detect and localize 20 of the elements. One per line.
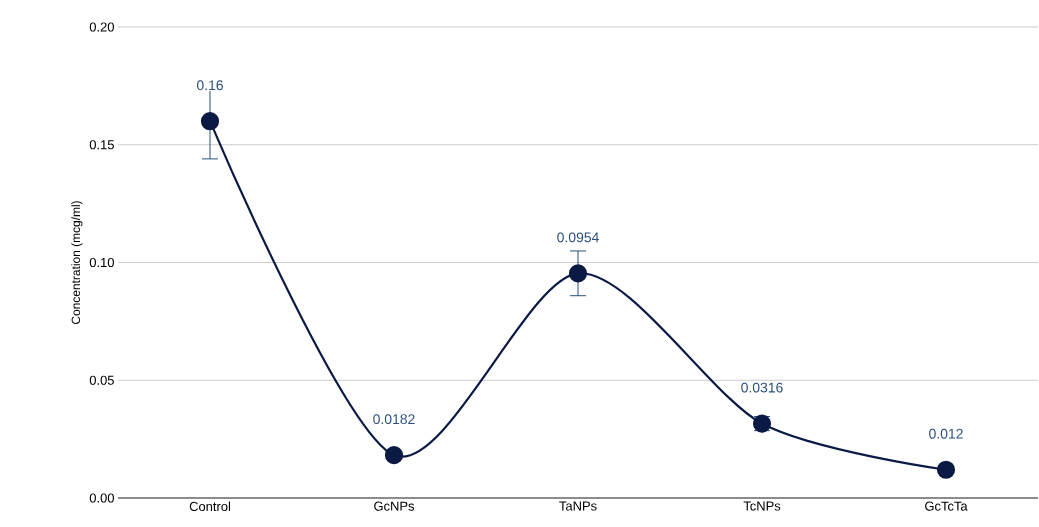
x-tick-label: GcNPs [374, 501, 415, 511]
x-tick-label: GcTcTa [925, 501, 968, 511]
x-tick-label: Control [189, 501, 231, 512]
data-label: 0.012 [929, 428, 963, 439]
y-tick-label: 0.00 [89, 493, 114, 503]
y-tick-label: 0.10 [89, 257, 114, 268]
x-tick-label: TcNPs [743, 501, 781, 511]
data-label: 0.0182 [373, 414, 415, 425]
data-label: 0.0954 [557, 232, 599, 243]
point [568, 264, 588, 283]
data-label: 0.0316 [741, 382, 783, 393]
point [936, 460, 956, 479]
x-tick-label: TaNPs [559, 501, 597, 511]
y-tick-label: 0.20 [89, 22, 114, 32]
data-label: 0.16 [196, 80, 223, 91]
point [200, 112, 220, 131]
y-axis-title: Concentration (mcg/ml) [71, 201, 83, 325]
y-tick-label: 0.15 [89, 140, 114, 150]
y-tick-label: 0.05 [89, 375, 114, 385]
point [384, 446, 404, 465]
